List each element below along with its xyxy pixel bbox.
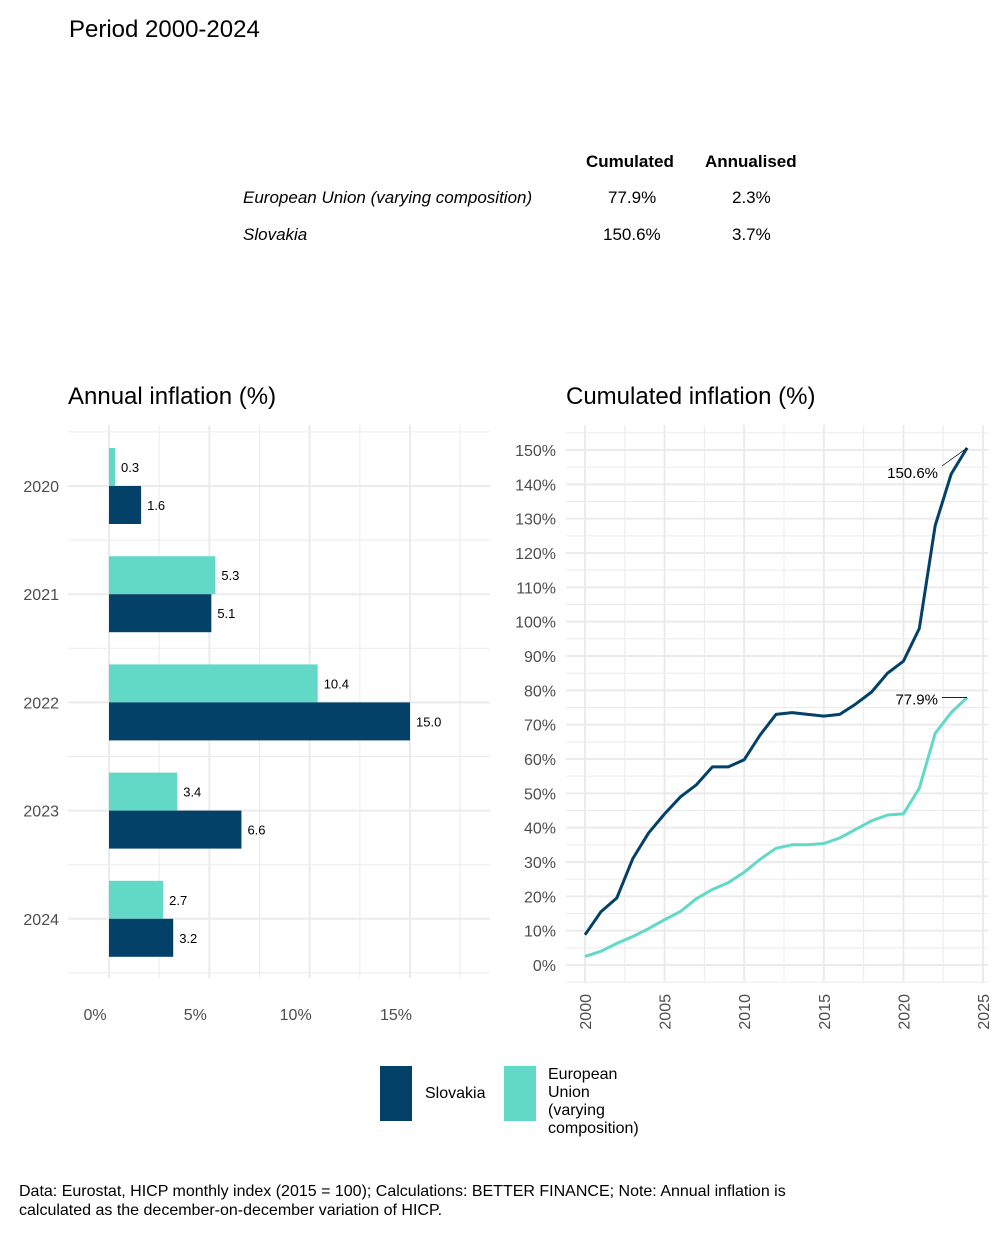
y-tick-label: 150%: [515, 443, 556, 460]
bar-eu-2022: [109, 664, 318, 703]
bar-eu-2021: [109, 556, 216, 595]
x-tick-label: 2005: [658, 994, 675, 1030]
legend-key-slovakia: [380, 1066, 412, 1121]
y-tick-label: 110%: [516, 580, 556, 597]
bar-label-slovakia-2022: 15.0: [416, 714, 441, 729]
header-cumulated: Cumulated: [586, 152, 674, 171]
y-tick-label: 2020: [23, 479, 59, 496]
x-tick-label: 10%: [280, 1007, 312, 1024]
x-tick-label: 15%: [380, 1007, 412, 1024]
bar-eu-2024: [109, 880, 164, 919]
bar-label-eu-2022: 10.4: [324, 676, 349, 691]
end-label-eu: 77.9%: [895, 692, 938, 709]
legend-label-eu: European Union (varying composition): [548, 1066, 639, 1137]
y-tick-label: 20%: [524, 889, 556, 906]
x-tick-label: 2010: [737, 994, 754, 1030]
row-slovakia-cumulated: 150.6%: [603, 225, 661, 244]
period-title: Period 2000-2024: [69, 16, 260, 43]
y-tick-label: 40%: [524, 821, 556, 838]
y-tick-label: 2023: [23, 804, 59, 821]
bar-slovakia-2023: [109, 810, 242, 849]
y-tick-label: 140%: [515, 477, 556, 494]
bar-chart-title: Annual inflation (%): [68, 383, 277, 410]
row-eu-cumulated: 77.9%: [608, 188, 657, 207]
y-tick-label: 2022: [23, 695, 59, 712]
line-slovakia: [583, 447, 969, 936]
line-chart-title: Cumulated inflation (%): [566, 383, 816, 410]
x-tick-label: 5%: [184, 1007, 207, 1024]
line-eu: [584, 696, 969, 958]
x-tick-label: 2015: [817, 994, 834, 1030]
bar-label-slovakia-2023: 6.6: [247, 823, 265, 838]
bar-label-slovakia-2024: 3.2: [179, 931, 197, 946]
row-name-eu: European Union (varying composition): [243, 188, 533, 207]
caption: Data: Eurostat, HICP monthly index (2015…: [19, 1183, 786, 1219]
bar-label-eu-2020: 0.3: [121, 460, 139, 475]
x-tick-label: 0%: [83, 1007, 106, 1024]
x-tick-label: 2000: [578, 994, 595, 1030]
row-eu-annualised: 2.3%: [732, 188, 771, 207]
y-tick-label: 120%: [515, 546, 556, 563]
y-tick-label: 80%: [524, 683, 556, 700]
end-label-slovakia: 150.6%: [887, 465, 938, 482]
bar-label-slovakia-2021: 5.1: [217, 606, 235, 621]
bar-label-eu-2021: 5.3: [221, 568, 239, 583]
header-annualised: Annualised: [705, 152, 797, 171]
bar-slovakia-2021: [109, 594, 212, 633]
y-tick-label: 2021: [23, 587, 59, 604]
y-tick-label: 50%: [524, 786, 556, 803]
legend-label-slovakia: Slovakia: [425, 1085, 486, 1102]
y-tick-label: 90%: [524, 649, 556, 666]
y-tick-label: 30%: [524, 855, 556, 872]
bar-eu-2020: [109, 448, 116, 486]
y-tick-label: 60%: [524, 752, 556, 769]
y-tick-label: 0%: [533, 958, 556, 975]
bar-label-eu-2024: 2.7: [169, 893, 187, 908]
bar-slovakia-2020: [109, 486, 142, 524]
row-name-slovakia: Slovakia: [243, 225, 308, 244]
x-tick-label: 2025: [976, 994, 993, 1030]
annual-inflation-bar-chart: 0.3 5.3 10.4 3.4 2.7 1.6 5.1 15.0 6.6 3.2 2020 2021…: [23, 425, 490, 1024]
leader-line-slovakia: [941, 447, 968, 467]
y-tick-label: 100%: [515, 615, 556, 632]
y-tick-label: 10%: [524, 924, 556, 941]
y-tick-label: 2024: [23, 912, 59, 929]
y-tick-label: 70%: [524, 718, 556, 735]
bar-slovakia-2024: [109, 918, 174, 957]
bar-slovakia-2022: [109, 702, 410, 741]
row-slovakia-annualised: 3.7%: [732, 225, 771, 244]
bar-label-eu-2023: 3.4: [183, 785, 201, 800]
legend-key-eu: [504, 1066, 536, 1121]
bar-label-slovakia-2020: 1.6: [147, 498, 165, 513]
x-tick-label: 2020: [896, 994, 913, 1030]
cumulated-inflation-line-chart: 0% 10% 20% 30% 40% 50% 60% 70% 80% 90% 100% 110% 120…: [515, 425, 993, 1030]
y-tick-label: 130%: [515, 512, 556, 529]
bar-eu-2023: [109, 772, 178, 811]
